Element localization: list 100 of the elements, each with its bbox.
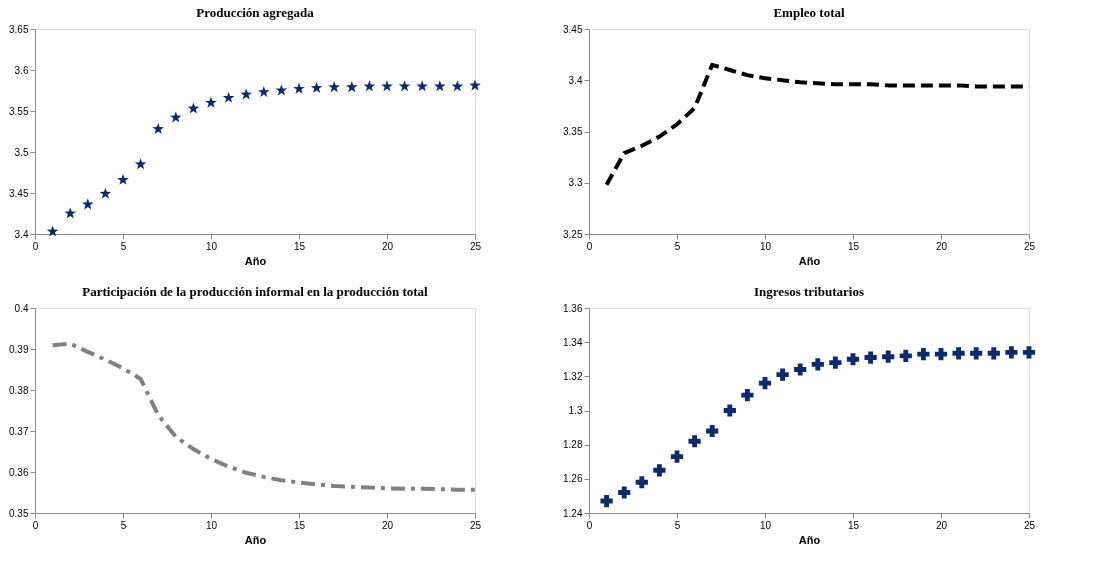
point bbox=[952, 347, 965, 360]
point bbox=[345, 81, 358, 93]
y-tick-label: 3.6 bbox=[14, 64, 29, 76]
y-tick-label: 1.32 bbox=[563, 370, 583, 382]
point bbox=[688, 435, 701, 448]
y-tick-label: 0.38 bbox=[9, 384, 29, 396]
chart-title: Participación de la producción informal en la producción total bbox=[82, 284, 429, 299]
x-axis-title: Año bbox=[798, 254, 821, 267]
y-tick-label: 0.36 bbox=[9, 466, 29, 478]
x-tick-label: 20 bbox=[381, 519, 394, 531]
x-tick-label: 15 bbox=[847, 519, 860, 531]
point bbox=[257, 86, 270, 98]
point bbox=[723, 404, 736, 417]
y-tick-label: 0.4 bbox=[14, 302, 29, 314]
x-tick-label: 0 bbox=[586, 519, 593, 531]
y-tick-label: 3.45 bbox=[563, 23, 583, 35]
point bbox=[635, 476, 648, 489]
point bbox=[293, 82, 305, 94]
point bbox=[741, 389, 754, 402]
x-tick-label: 5 bbox=[120, 519, 127, 531]
point bbox=[1022, 346, 1036, 359]
point bbox=[794, 363, 807, 376]
x-tick-label: 10 bbox=[205, 519, 218, 531]
line-series bbox=[50, 341, 477, 492]
x-tick-label: 25 bbox=[469, 519, 482, 531]
x-tick-label: 0 bbox=[32, 519, 39, 531]
x-tick-label: 25 bbox=[1023, 519, 1036, 531]
point bbox=[64, 207, 77, 219]
point bbox=[152, 122, 165, 134]
x-tick-label: 5 bbox=[120, 240, 127, 252]
y-tick-label: 3.3 bbox=[568, 177, 583, 189]
point bbox=[811, 358, 824, 371]
point bbox=[882, 350, 895, 363]
point bbox=[205, 96, 217, 108]
y-tick-label: 0.39 bbox=[9, 343, 29, 355]
point bbox=[864, 351, 877, 364]
x-tick-label: 0 bbox=[32, 240, 39, 252]
x-tick-label: 20 bbox=[935, 240, 948, 252]
point bbox=[846, 353, 860, 366]
point bbox=[618, 486, 631, 499]
point bbox=[433, 80, 446, 92]
x-tick-label: 20 bbox=[381, 240, 394, 252]
point bbox=[1005, 346, 1018, 359]
y-tick-label: 3.35 bbox=[563, 126, 583, 137]
x-axis-title: Año bbox=[798, 533, 821, 546]
point bbox=[81, 198, 94, 210]
point bbox=[899, 349, 912, 362]
point bbox=[670, 450, 684, 463]
y-tick-label: 3.4 bbox=[568, 74, 583, 86]
y-tick-label: 0.35 bbox=[9, 507, 29, 519]
y-tick-label: 3.5 bbox=[14, 146, 29, 158]
point bbox=[917, 348, 930, 361]
point bbox=[829, 356, 842, 369]
point bbox=[600, 494, 613, 508]
y-tick-label: 3.45 bbox=[9, 187, 29, 199]
y-tick-label: 3.4 bbox=[14, 228, 29, 240]
x-tick-label: 15 bbox=[293, 519, 306, 531]
y-tick-label: 1.34 bbox=[563, 336, 583, 348]
x-tick-label: 25 bbox=[1023, 240, 1036, 252]
y-tick-label: 1.28 bbox=[563, 439, 583, 451]
point bbox=[970, 347, 983, 360]
point bbox=[328, 81, 341, 93]
point bbox=[416, 80, 429, 92]
x-axis-title: Año bbox=[244, 254, 267, 267]
x-tick-label: 5 bbox=[674, 240, 681, 252]
y-tick-label: 1.36 bbox=[563, 302, 583, 314]
point bbox=[99, 187, 112, 199]
point bbox=[310, 81, 323, 93]
point bbox=[275, 84, 288, 96]
point bbox=[187, 102, 200, 114]
point bbox=[169, 111, 182, 123]
y-tick-label: 3.65 bbox=[9, 23, 29, 35]
point bbox=[46, 225, 59, 237]
point bbox=[653, 464, 666, 477]
point bbox=[381, 80, 393, 92]
y-tick-label: 1.3 bbox=[568, 405, 583, 416]
y-tick-label: 3.55 bbox=[9, 105, 29, 117]
x-tick-label: 15 bbox=[293, 240, 306, 252]
point bbox=[222, 91, 235, 103]
x-tick-label: 25 bbox=[469, 240, 482, 252]
x-tick-label: 15 bbox=[847, 240, 860, 252]
chart-title: Ingresos tributarios bbox=[754, 284, 864, 299]
point bbox=[363, 80, 376, 92]
y-tick-label: 1.26 bbox=[563, 473, 583, 485]
x-tick-label: 0 bbox=[586, 240, 593, 252]
point bbox=[240, 88, 253, 100]
x-tick-label: 10 bbox=[205, 240, 218, 252]
point bbox=[776, 368, 789, 381]
x-tick-label: 20 bbox=[935, 519, 948, 531]
point bbox=[451, 80, 464, 92]
chart-title: Producción agregada bbox=[196, 5, 315, 20]
x-tick-label: 10 bbox=[759, 519, 772, 531]
point bbox=[117, 173, 129, 185]
x-tick-label: 5 bbox=[674, 519, 681, 531]
y-tick-label: 3.25 bbox=[563, 228, 583, 240]
chart-title: Empleo total bbox=[773, 5, 845, 20]
x-tick-label: 10 bbox=[759, 240, 772, 252]
y-tick-label: 1.24 bbox=[563, 507, 583, 519]
y-tick-label: 0.37 bbox=[9, 425, 29, 437]
point bbox=[398, 80, 411, 92]
